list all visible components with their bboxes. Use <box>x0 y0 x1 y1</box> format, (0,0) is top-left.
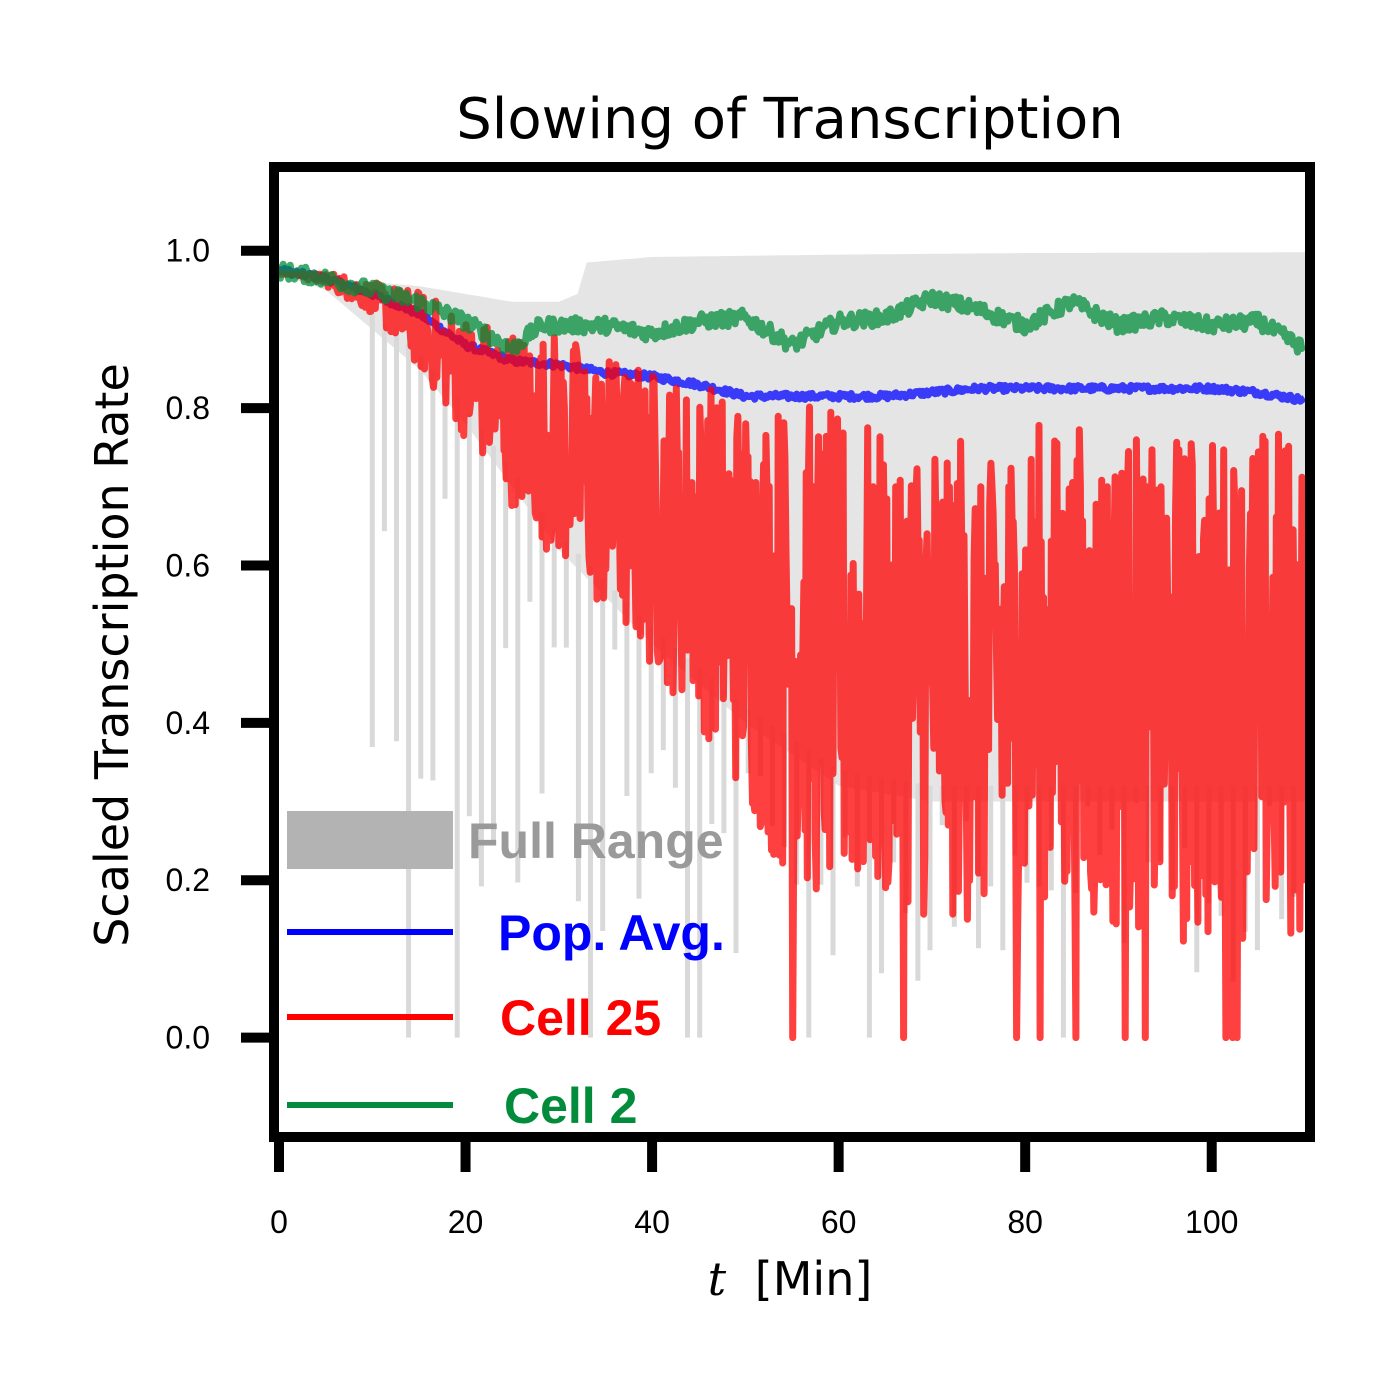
legend: Full Range Pop. Avg. Cell 25 Cell 2 <box>287 811 725 1134</box>
x-tick-label: 100 <box>1185 1204 1238 1240</box>
legend-label: Cell 2 <box>504 1078 637 1134</box>
x-axis-label: t [Min] <box>708 1252 873 1306</box>
x-axis-variable: t <box>708 1252 727 1306</box>
plot-area <box>275 252 1308 1042</box>
x-axis-unit: [Min] <box>755 1252 873 1306</box>
y-tick-label: 1.0 <box>166 233 210 269</box>
x-tick-label: 40 <box>634 1204 670 1240</box>
axes-frame <box>269 162 1315 1142</box>
x-tick-label: 60 <box>821 1204 857 1240</box>
y-tick-label: 0.0 <box>166 1020 210 1056</box>
legend-label: Full Range <box>468 813 724 869</box>
x-tick-label: 0 <box>270 1204 288 1240</box>
y-axis: 0.0 0.2 0.4 0.6 0.8 1.0 <box>166 233 274 1056</box>
y-axis-label: Scaled Transcription Rate <box>85 363 139 947</box>
x-tick-label: 20 <box>448 1204 484 1240</box>
x-axis: 0 20 40 60 80 100 <box>270 1137 1238 1240</box>
series-line-cell-2 <box>275 260 1307 356</box>
legend-label: Cell 25 <box>500 990 661 1046</box>
y-tick-label: 0.6 <box>166 547 210 583</box>
y-tick-label: 0.8 <box>166 390 210 426</box>
chart-title: Slowing of Transcription <box>456 87 1124 152</box>
x-tick-label: 80 <box>1007 1204 1043 1240</box>
y-tick-label: 0.4 <box>166 705 210 741</box>
legend-label: Pop. Avg. <box>498 905 725 961</box>
series-line-cell-25 <box>276 270 1308 1042</box>
y-tick-label: 0.2 <box>166 862 210 898</box>
legend-swatch-full-range <box>287 811 453 869</box>
